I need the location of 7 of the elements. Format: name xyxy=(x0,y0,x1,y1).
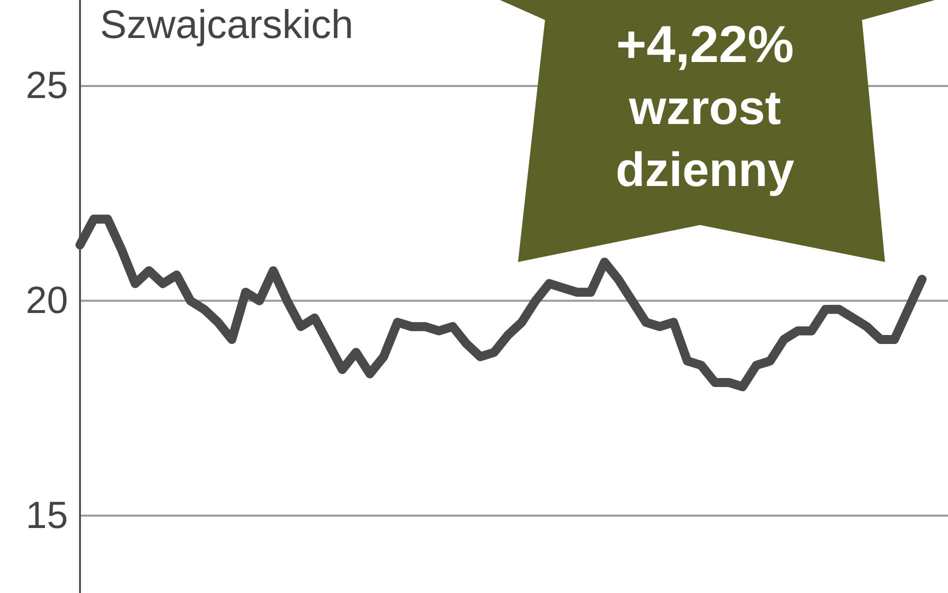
y-tick-label: 20 xyxy=(26,280,68,322)
annotation: dzienny xyxy=(616,144,795,197)
annotation: +4,22% xyxy=(616,16,794,74)
y-tick-label: 25 xyxy=(26,65,68,108)
annotation: wzrost xyxy=(628,82,782,135)
chart-title: Szwajcarskich xyxy=(100,3,354,47)
y-tick-label: 15 xyxy=(26,494,68,537)
